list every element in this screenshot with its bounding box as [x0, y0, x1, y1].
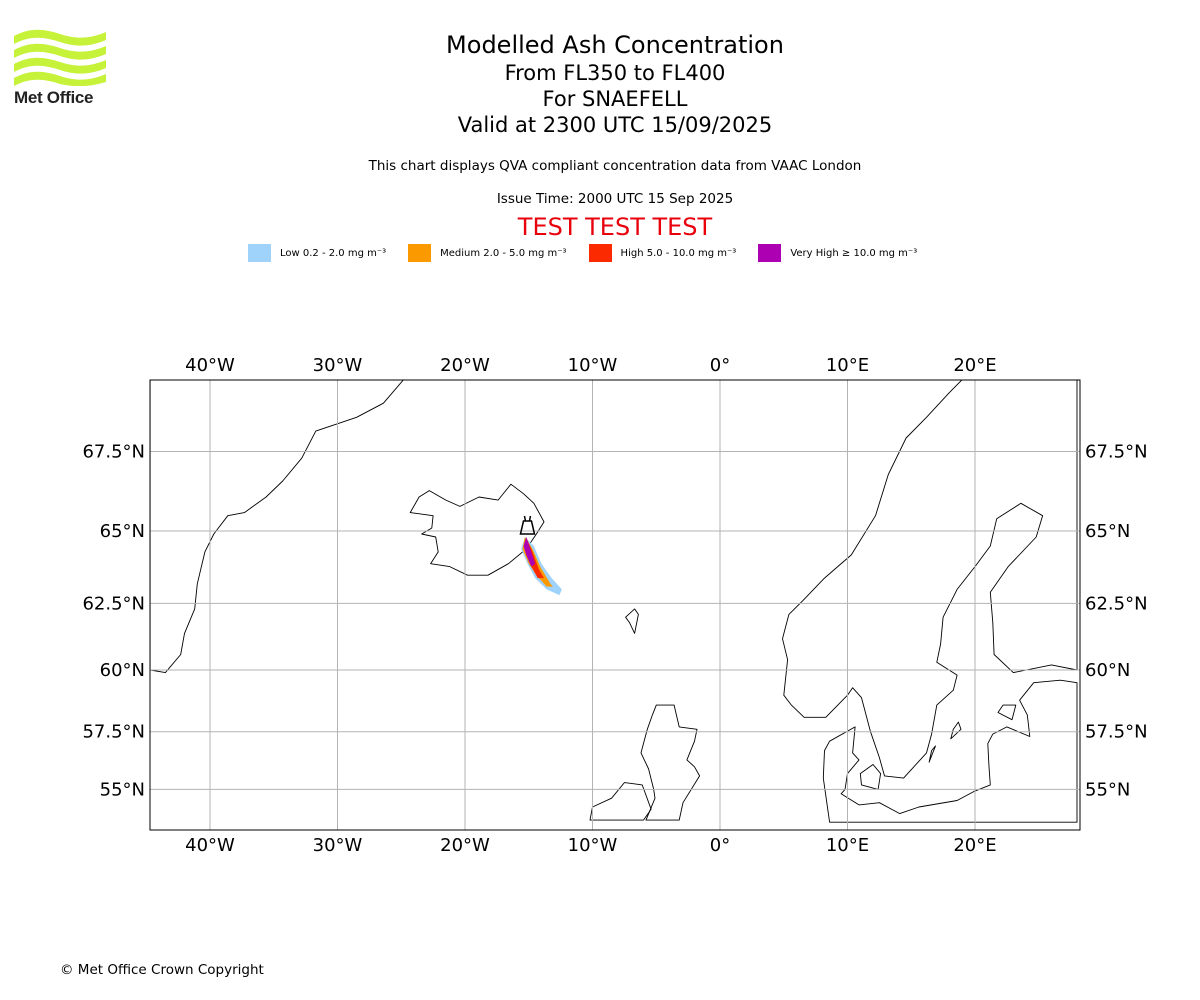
lon-tick-bottom-5: 10°E: [826, 835, 869, 856]
legend-swatch-high: [588, 244, 612, 262]
logo-text: Met Office: [14, 88, 94, 107]
faroe-coast: [625, 608, 639, 634]
flight-levels: From FL350 to FL400: [504, 61, 726, 85]
volcano-name: For SNAEFELL: [542, 87, 688, 111]
ireland-coast: [589, 782, 652, 821]
saaremaa-coast: [997, 704, 1017, 721]
lon-tick-top-0: 40°W: [185, 355, 235, 376]
legend-label-very-high: Very High ≥ 10.0 mg m⁻³: [790, 247, 918, 259]
lon-tick-top-2: 20°W: [440, 355, 490, 376]
lon-tick-bottom-6: 20°E: [953, 835, 996, 856]
met-office-logo: Met Office: [14, 28, 109, 108]
copyright: © Met Office Crown Copyright: [60, 962, 264, 978]
lat-tick-left-3: 60°N: [100, 660, 145, 681]
met-office-wave-icon: [14, 29, 106, 86]
legend-label-low: Low 0.2 - 2.0 mg m⁻³: [280, 247, 387, 259]
lon-tick-bottom-2: 20°W: [440, 835, 490, 856]
lon-tick-top-4: 0°: [710, 355, 730, 376]
legend-label-medium: Medium 2.0 - 5.0 mg m⁻³: [440, 247, 567, 259]
title-block: Modelled Ash Concentration From FL350 to…: [0, 30, 1200, 138]
lat-tick-right-5: 55°N: [1085, 779, 1130, 800]
lat-tick-left-5: 55°N: [100, 779, 145, 800]
map-frame: [149, 379, 1081, 831]
legend-swatch-medium: [408, 244, 432, 262]
valid-time: Valid at 2300 UTC 15/09/2025: [457, 113, 773, 137]
lat-tick-left-4: 57.5°N: [82, 722, 145, 743]
description: This chart displays QVA compliant concen…: [368, 158, 862, 174]
lon-tick-top-1: 30°W: [313, 355, 363, 376]
chart-title: Modelled Ash Concentration: [446, 31, 784, 59]
legend: Low 0.2 - 2.0 mg m⁻³ Medium 2.0 - 5.0 mg…: [248, 244, 939, 262]
lon-tick-bottom-3: 10°W: [568, 835, 618, 856]
greenland-coast: [150, 380, 404, 674]
iceland-coast: [409, 483, 545, 576]
scotland-coast: [640, 704, 701, 821]
lon-tick-bottom-4: 0°: [710, 835, 730, 856]
ash-very-high-area: [523, 537, 536, 567]
volcano-marker-icon: [519, 515, 536, 535]
legend-swatch-very-high: [758, 244, 782, 262]
lon-tick-top-5: 10°E: [826, 355, 869, 376]
zealand-coast: [859, 764, 882, 790]
legend-item-very-high: Very High ≥ 10.0 mg m⁻³: [758, 244, 917, 262]
lat-tick-right-2: 62.5°N: [1085, 593, 1148, 614]
lon-tick-top-6: 20°E: [953, 355, 996, 376]
gotland-coast: [950, 721, 962, 740]
legend-label-high: High 5.0 - 10.0 mg m⁻³: [620, 247, 737, 259]
lon-tick-top-3: 10°W: [568, 355, 618, 376]
legend-item-high: High 5.0 - 10.0 mg m⁻³: [588, 244, 737, 262]
map-content: [150, 380, 1080, 830]
lat-tick-left-2: 62.5°N: [82, 593, 145, 614]
legend-item-medium: Medium 2.0 - 5.0 mg m⁻³: [408, 244, 567, 262]
lat-tick-right-3: 60°N: [1085, 660, 1130, 681]
lat-tick-left-1: 65°N: [100, 521, 145, 542]
norway-coast: [782, 380, 1078, 779]
legend-item-low: Low 0.2 - 2.0 mg m⁻³: [248, 244, 386, 262]
lon-tick-bottom-1: 30°W: [313, 835, 363, 856]
test-banner: TEST TEST TEST: [517, 213, 713, 241]
lat-tick-left-0: 67.5°N: [82, 441, 145, 462]
lon-tick-bottom-0: 40°W: [185, 835, 235, 856]
lat-tick-right-4: 57.5°N: [1085, 722, 1148, 743]
legend-swatch-low: [248, 244, 271, 262]
lat-tick-right-0: 67.5°N: [1085, 441, 1148, 462]
denmark-coast: [822, 679, 1078, 823]
lat-tick-right-1: 65°N: [1085, 521, 1130, 542]
issue-time: Issue Time: 2000 UTC 15 Sep 2025: [496, 191, 734, 207]
oland-coast: [928, 745, 936, 763]
